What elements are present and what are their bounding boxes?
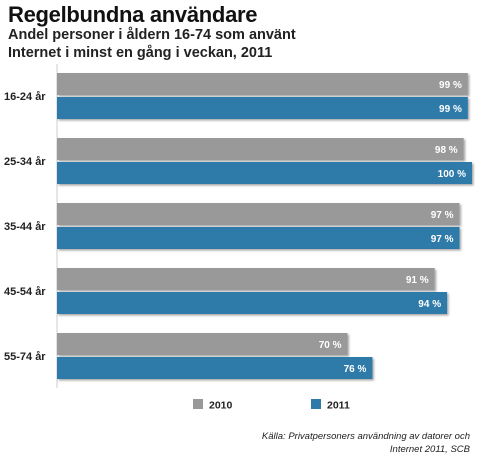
chart-subtitle: Andel personer i åldern 16-74 som använt… (8, 27, 296, 61)
bar-value-label: 97 % (431, 210, 454, 221)
bar-value-label: 100 % (438, 169, 466, 180)
bars-layer: 16-24 år 99 % 99 % 25-34 år 98 % 100 % 35-44 å… (4, 73, 472, 379)
bar-2011 (57, 162, 472, 184)
bar-value-label: 99 % (439, 104, 462, 115)
bar-value-label: 70 % (319, 340, 342, 351)
category-label: 35-44 år (4, 221, 46, 233)
bar-value-label: 97 % (431, 234, 454, 245)
bar-2010 (57, 138, 464, 160)
legend-label-2010: 2010 (209, 400, 233, 412)
legend-label-2011: 2011 (327, 400, 350, 412)
bar-value-label: 91 % (406, 275, 429, 286)
bar-value-label: 76 % (344, 364, 367, 375)
bar-2010 (57, 333, 348, 355)
bar-2010 (57, 73, 468, 95)
bar-value-label: 99 % (439, 80, 462, 91)
bar-2011 (57, 227, 460, 249)
bar-2011 (57, 97, 468, 119)
bar-value-label: 98 % (435, 145, 458, 156)
bar-2011 (57, 357, 373, 379)
chart-title: Regelbundna användare (8, 2, 258, 27)
bar-2011 (57, 292, 448, 314)
category-label: 16-24 år (4, 91, 46, 103)
legend: 2010 2011 (193, 399, 350, 412)
legend-swatch-2010 (193, 399, 203, 409)
category-label: 55-74 år (4, 351, 46, 363)
bar-value-label: 94 % (418, 299, 441, 310)
source-note: Källa: Privatpersoners användning av dat… (261, 431, 470, 455)
category-label: 45-54 år (4, 286, 46, 298)
bar-2010 (57, 203, 460, 225)
bar-2010 (57, 268, 435, 290)
category-label: 25-34 år (4, 156, 46, 168)
legend-swatch-2011 (311, 399, 321, 409)
